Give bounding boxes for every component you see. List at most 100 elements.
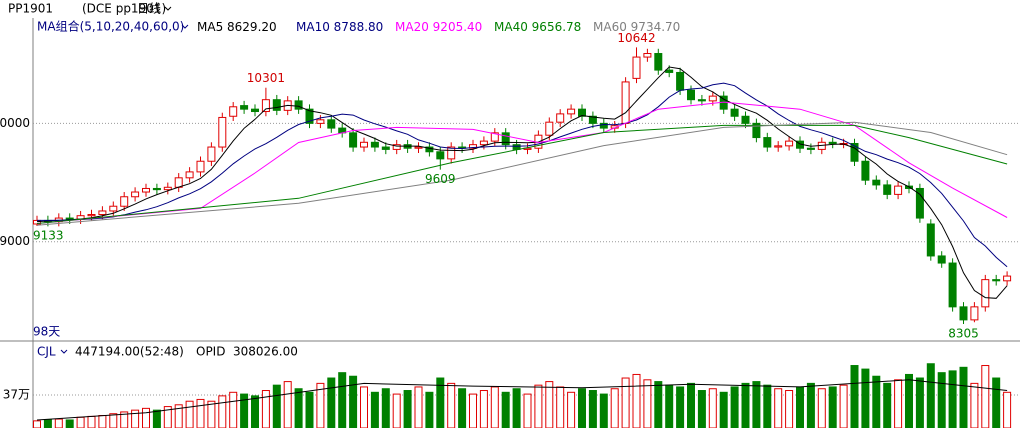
volume-bar [490,386,499,428]
extreme-label: 10642 [617,31,655,45]
volume-bar [632,373,641,428]
volume-bar [992,377,1001,428]
extreme-label: 10301 [247,71,285,85]
volume-bar [163,406,172,428]
legend-entry: MA10 8788.80 [296,20,383,34]
candle-body [305,108,314,124]
volume-bar [501,391,510,428]
candle-body [697,99,706,102]
candle-body [1003,275,1012,282]
legend-name: MA20 [395,20,429,34]
candle-body [578,108,586,117]
volume-bar [196,398,205,428]
volume-bar [763,384,772,428]
candle-body [414,146,423,149]
volume-name[interactable]: CJL [37,345,56,359]
candle-body [316,119,325,124]
candle-body [981,279,990,308]
volume-bar [948,370,957,428]
volume-bar [33,420,41,428]
volume-bar [218,395,227,428]
volume-bar [349,375,358,428]
opid-name: OPID [196,345,225,359]
volume-bar [621,377,630,428]
candle-body [937,255,946,264]
volume-bar [392,393,401,428]
volume-bar [469,393,477,428]
volume-bar [839,384,848,428]
volume-bar [327,377,336,428]
ma-line [36,124,1008,224]
volume-bar [76,416,85,428]
volume-bar [283,381,292,428]
candle-body [763,137,772,148]
volume-bar [512,388,521,428]
volume-bar [425,391,434,428]
volume-bar [207,400,216,428]
candle-body [926,223,935,257]
volume-bar [545,381,554,428]
volume-bar [261,390,270,428]
volume-bar [447,382,456,428]
candle-body [588,115,597,124]
volume-bar [894,379,903,428]
candle-body [381,146,390,150]
candle-body [850,142,859,162]
candle-body [915,187,924,219]
volume-bar [883,382,892,428]
candle-body [621,81,630,124]
volume-bar [87,415,96,428]
volume-bar [697,390,706,428]
candle-body [959,306,968,321]
candle-body [218,116,227,148]
volume-legend: 447194.00(52:48) [75,345,184,359]
volume-bar [414,386,423,428]
candle-body [207,146,216,162]
volume-bar [905,373,913,428]
legend-value: 9656.78 [532,20,582,34]
candle-body [360,141,368,148]
candle-body [643,53,652,58]
volume-bar [185,400,194,428]
ma-group[interactable]: MA组合(5,10,20,40,60,0) [37,19,184,34]
legend-value: 9205.40 [433,20,483,34]
volume-bar [643,379,652,428]
count-label: 98天 [33,325,60,339]
volume-bar [741,382,750,428]
volume-bar [338,372,347,428]
volume-bar [654,381,663,428]
candle-body [687,89,695,101]
y-tick-label: 10000 [0,116,30,130]
volume-bar [120,411,129,428]
ma-line [36,121,1008,226]
candle-body [632,56,641,79]
candle-body [970,306,979,321]
candle-body [490,132,499,142]
chevron[interactable] [181,24,189,29]
candle-body [87,214,96,217]
volume-bar [458,388,467,428]
chevron[interactable] [164,6,172,11]
candle-body [752,122,761,139]
ma-line [37,82,1008,268]
volume-bar [556,386,565,428]
candle-body [349,132,358,148]
volume-bar [828,386,837,428]
period[interactable]: 日线 [137,2,161,16]
volume-bar [109,413,118,428]
volume-bar [305,391,314,428]
candle-body [948,262,957,308]
candle-body [730,108,739,117]
volume-bar [796,386,804,428]
candle-body [501,132,510,146]
volume-bar [752,381,761,428]
chevron[interactable] [60,349,68,354]
volume-bar [567,391,576,428]
volume-bar [774,388,783,428]
ma-line [36,66,1008,299]
extreme-label: 9133 [33,228,64,242]
volume-bar [43,419,52,428]
exchange: (DCE pp1901) [82,2,166,16]
candle-body [894,185,903,195]
candle-body [567,108,576,115]
